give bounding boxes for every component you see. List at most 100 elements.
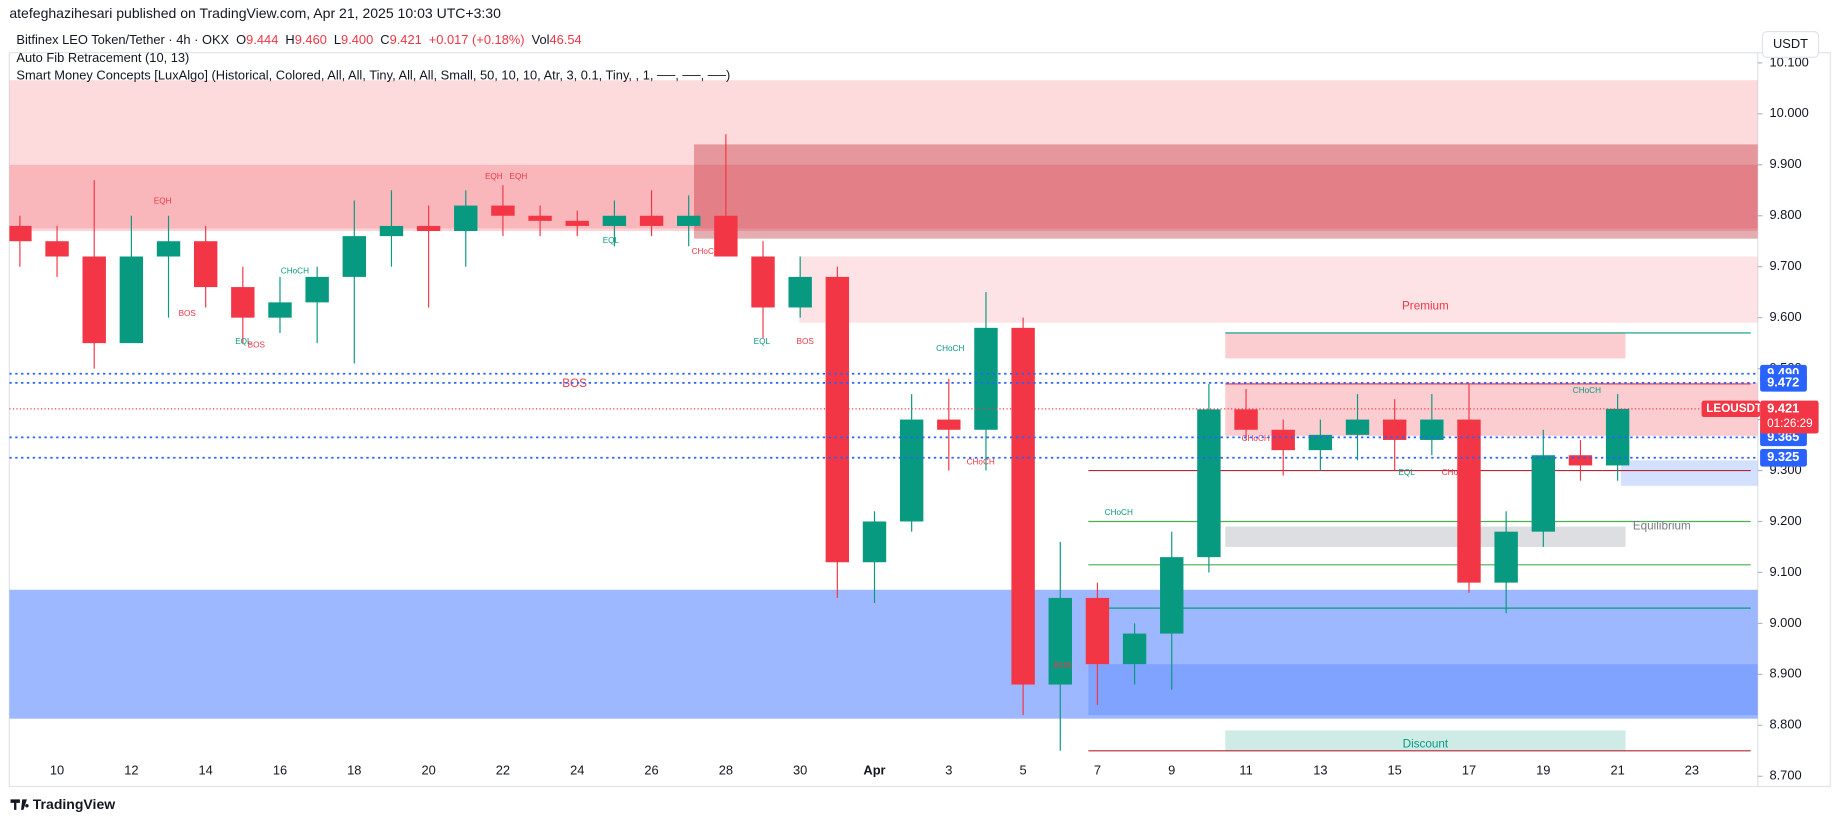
ohlc-key: O [236,32,246,47]
annotation: CHoCH [281,267,309,276]
x-tick-label: 15 [1388,763,1402,778]
annotation: Equilibrium [1633,520,1691,533]
y-tick-label: 8.700 [1769,768,1801,783]
x-tick-label: 16 [273,763,287,778]
zones [9,80,1758,752]
candle-body [528,215,552,221]
candle-body [1494,531,1518,583]
last-price-symbol: LEOUSDT [1706,402,1763,415]
ohlc-value: 9.460 [295,32,327,47]
annotation: CHoCH [692,247,720,256]
candle-body [119,256,144,344]
candle-body [1234,409,1258,430]
change: +0.017 (+0.18%) [429,32,525,47]
candle-body [788,276,812,308]
annotation: CHoCH [967,457,995,466]
x-tick-label: Apr [863,763,885,778]
y-tick-label: 9.700 [1769,258,1801,273]
footer-logo [10,799,29,810]
y-tick-label: 9.800 [1769,207,1801,222]
x-tick-label: 3 [945,763,952,778]
frame [8,52,1831,788]
annotation: EQL [754,337,771,346]
indicator: Smart Money Concepts [LuxAlgo] (Historic… [16,67,730,82]
x-tick-label: 9 [1168,763,1175,778]
candle-body [974,327,998,430]
annotation: EQH [485,172,503,181]
zone [1225,526,1626,547]
ohlc-key: C [380,32,389,47]
candle-body [1345,419,1370,435]
candle-body [268,302,292,318]
y-tick-label: 8.800 [1769,717,1801,732]
candle-body [231,287,255,318]
annotation: EQH [510,172,528,181]
zone [1620,460,1758,486]
candle-body [825,276,850,563]
annotation: CHoCH [1573,386,1601,395]
x-tick-label: 7 [1094,763,1101,778]
candle-body [565,220,589,226]
y-tick-label: 10.000 [1769,105,1808,120]
x-tick-label: 14 [199,763,213,778]
currency-button[interactable] [1761,31,1820,58]
annotation: CHoCH [1105,508,1133,517]
annotation: Premium [1402,300,1449,313]
publisher: atefeghazihesari published on TradingVie… [9,5,501,21]
axes: 8.7008.8008.9009.0009.1009.2009.3009.400… [50,54,1819,783]
annotations: PremiumEquilibriumDiscountBOSStrong High… [9,172,1758,750]
annotation: BOS [1054,661,1072,670]
candle-body [305,276,329,303]
ohlc-key: L [334,32,341,47]
x-tick-label: 17 [1462,763,1476,778]
price-tag-label: 9.325 [1767,449,1799,464]
zone [9,80,1758,229]
currency[interactable]: USDT [1773,36,1808,51]
price-tag-label: 9.472 [1767,374,1799,389]
x-tick-label: 11 [1239,763,1252,778]
candle-body [1122,633,1147,665]
candle-body [899,419,924,522]
candles [9,134,1630,751]
price-tag [1760,374,1807,392]
candle-body [937,419,961,430]
candle-body [1048,597,1072,685]
candle-body [1420,419,1444,440]
candle-body [751,256,775,308]
annotation: CHoCH [936,344,964,353]
y-tick-label: 9.000 [1769,615,1801,630]
candle-body [1382,419,1407,440]
last-price-box [1760,400,1819,434]
zone [9,164,1758,232]
vol-key: Vol [532,32,550,47]
y-tick-label: 10.100 [1769,54,1808,69]
last-price-tag [1701,400,1761,418]
x-tick-label: 10 [50,763,64,778]
candle-body [1271,429,1295,451]
candle-body [714,215,738,257]
candle-body [1197,409,1221,558]
y-tick-label: 9.900 [1769,156,1801,171]
annotation: BOS [179,309,197,318]
x-tick-label: 26 [644,763,658,778]
countdown: 01:26:29 [1767,417,1812,430]
annotation: BOS [797,337,815,346]
price-tag [1760,449,1807,467]
legend-line: Bitfinex LEO Token/Tether · 4h · OKX O9.4… [16,32,581,47]
y-tick-label: 9.100 [1769,564,1801,579]
candle-body [491,205,515,216]
y-tick-label: 8.900 [1769,666,1801,681]
candle-body [416,225,441,232]
candle-body [677,215,701,226]
candle-body [602,215,627,226]
x-tick-label: 24 [570,763,584,778]
annotation: BOS [248,340,266,349]
candle-body [1085,597,1110,665]
candle-body [82,256,106,344]
x-tick-label: 22 [496,763,510,778]
candle-body [1605,408,1630,466]
annotation: CHoCH [1242,434,1270,443]
x-tick-label: 30 [793,763,807,778]
